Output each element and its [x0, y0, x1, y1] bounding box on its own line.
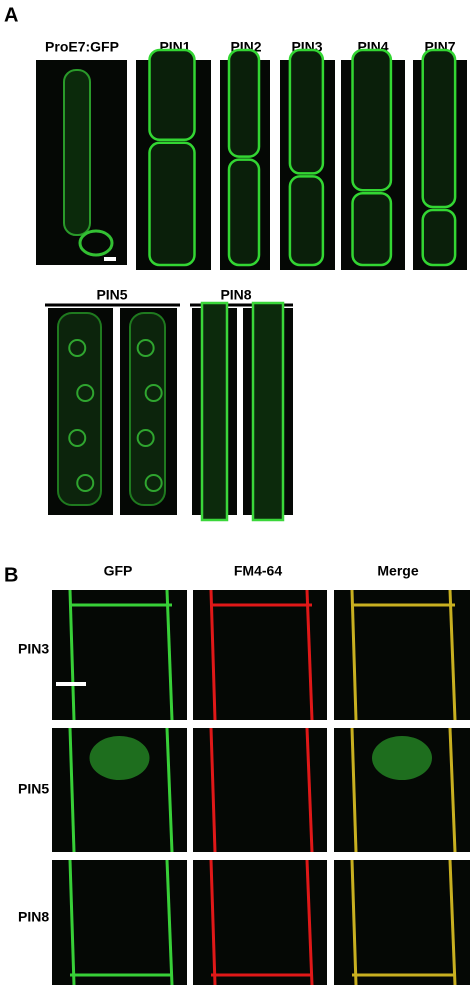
vacuole	[136, 339, 155, 357]
scale-bar	[56, 682, 86, 686]
image-label: ProE7:GFP	[45, 39, 119, 55]
cell-outline	[129, 312, 166, 506]
cell-outline	[421, 208, 457, 267]
vacuole	[136, 429, 155, 447]
vacuole	[144, 384, 163, 402]
row-label: PIN5	[18, 781, 49, 797]
cell-wall	[305, 727, 314, 853]
column-label: GFP	[104, 563, 133, 579]
cell-wall	[209, 727, 217, 853]
cell-outline	[421, 48, 457, 209]
cell-outline	[227, 48, 261, 158]
cell-wall	[68, 589, 76, 721]
cell-wall	[350, 727, 358, 853]
vacuole	[144, 474, 163, 492]
scale-bar	[104, 257, 116, 261]
cell-wall	[448, 727, 457, 853]
cell-wall	[350, 589, 358, 721]
cell-wall	[165, 589, 174, 721]
cell-wall	[448, 859, 457, 986]
vacuole	[68, 339, 87, 357]
nucleus	[78, 229, 114, 257]
cell-outline	[288, 48, 325, 175]
cell-wall	[68, 859, 76, 986]
cell-wall	[209, 859, 217, 986]
vacuole	[76, 384, 95, 402]
cell-wall	[448, 589, 457, 721]
row-label: PIN8	[18, 909, 49, 925]
cell-wall	[350, 859, 358, 986]
vacuole	[76, 474, 95, 492]
cell-outline	[57, 312, 102, 506]
cell-wall	[305, 589, 314, 721]
cell-wall	[68, 727, 76, 853]
group-label: PIN5	[96, 287, 127, 303]
cell-outline	[227, 158, 261, 267]
cell-outline	[148, 48, 196, 142]
group-label: PIN8	[220, 287, 251, 303]
cytoplasm	[89, 736, 150, 780]
cell-outline	[63, 69, 91, 236]
panel-label: A	[4, 4, 18, 26]
cell-outline	[351, 191, 393, 267]
cell-wall	[165, 727, 174, 853]
cell-outline	[200, 301, 229, 522]
column-label: FM4-64	[234, 563, 282, 579]
cell-outline	[251, 301, 285, 522]
cytoplasm	[372, 736, 432, 780]
cell-outline	[148, 141, 196, 267]
cell-wall	[165, 859, 174, 986]
cell-wall	[209, 589, 217, 721]
column-label: Merge	[377, 563, 418, 579]
vacuole	[68, 429, 87, 447]
cell-outline	[351, 48, 393, 192]
cell-wall	[305, 859, 314, 986]
row-label: PIN3	[18, 641, 49, 657]
panel-label: B	[4, 564, 18, 586]
cell-outline	[288, 175, 325, 267]
